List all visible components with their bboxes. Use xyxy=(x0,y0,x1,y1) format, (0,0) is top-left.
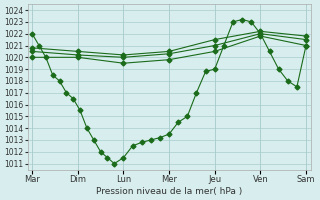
X-axis label: Pression niveau de la mer( hPa ): Pression niveau de la mer( hPa ) xyxy=(96,187,242,196)
